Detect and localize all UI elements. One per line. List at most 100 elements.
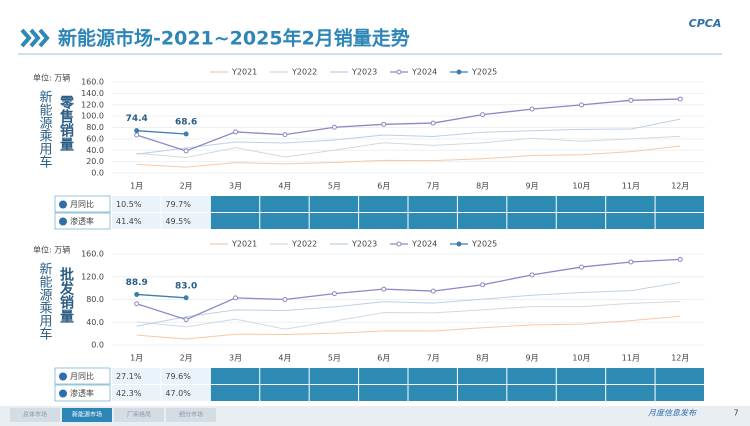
table-cell [161,385,210,401]
table-cell [161,368,210,384]
table-cell [556,196,606,212]
table-cell [457,385,507,401]
table-cell [161,213,210,229]
row-label: 月同比 [70,371,94,381]
row-label-cell [54,384,111,402]
point [381,121,387,127]
footer-tab [62,408,112,422]
x-tick-label: 8月 [476,354,489,363]
footer-tab-label: 厂商格局 [127,411,151,419]
x-tick-label: 6月 [377,182,390,191]
series-line [136,281,681,327]
table-cell [507,196,556,212]
table-cell [260,368,309,384]
table-cell [606,368,655,384]
point [677,256,683,262]
table-cell [655,196,704,212]
x-tick-label: 1月 [130,182,143,191]
y-tick-label: 60.0 [86,134,104,143]
table-value: 27.1% [116,372,142,381]
table-cell [556,368,606,384]
series-line [136,315,681,340]
table-value: 41.4% [116,217,142,226]
table-cell [606,213,655,229]
x-tick-label: 7月 [427,182,440,191]
y-tick-label: 80.0 [86,295,104,304]
table-cell [210,196,260,212]
point [628,259,634,265]
y-tick-label: 120.0 [81,272,104,281]
series-line [136,293,187,299]
point [134,132,140,138]
table-value: 49.5% [165,217,191,226]
x-tick-label: 2月 [180,354,193,363]
footer-tab-label: 总体市场 [23,411,47,419]
table-cell [309,196,359,212]
table-cell [606,385,655,401]
y-tick-label: 100.0 [81,112,104,121]
table-cell [359,196,408,212]
footer-tab-label: 细分市场 [179,411,203,419]
chart-title: 批发销量 [58,266,75,324]
table-cell [359,368,408,384]
table-value: 42.3% [116,389,142,398]
series-line [136,118,681,155]
series-line [136,258,681,321]
table-cell [408,385,457,401]
y-tick-label: 0.0 [91,341,104,350]
point [134,291,140,297]
data-label: 68.6 [175,117,197,127]
logo: CPCA [689,17,722,30]
row-icon [59,372,67,381]
series-line [136,130,187,135]
point [183,131,189,137]
table-cell [309,385,359,401]
point [628,97,634,103]
x-tick-label: 11月 [622,182,640,191]
point [282,297,288,302]
y-tick-label: 140.0 [81,89,104,98]
point [677,96,683,102]
table-cell [112,196,161,212]
row-label: 渗透率 [70,388,94,398]
row-label: 渗透率 [70,216,94,226]
table-cell [457,196,507,212]
x-tick-label: 5月 [328,354,341,363]
x-tick-label: 11月 [622,354,640,363]
legend-label: Y2025 [471,240,497,249]
row-icon [59,200,67,209]
row-label-cell [54,367,111,385]
table-cell [309,368,359,384]
legend-label: Y2023 [351,68,377,77]
legend-label: Y2021 [231,68,257,77]
x-tick-label: 8月 [476,182,489,191]
footer-tab [114,408,164,422]
table-cell [359,385,408,401]
table-cell [161,196,210,212]
table-value: 10.5% [116,200,142,209]
table-value: 47.0% [165,389,191,398]
point [529,106,535,112]
table-cell [507,368,556,384]
point [183,295,189,301]
table-cell [408,196,457,212]
footer-tab [10,408,60,422]
x-tick-label: 5月 [328,182,341,191]
x-tick-label: 3月 [229,354,242,363]
y-tick-label: 0.0 [91,169,104,178]
point [430,288,436,294]
slide-title: 新能源市场-2021~2025年2月销量走势 [58,27,410,50]
point [134,128,140,134]
legend-label: Y2022 [291,68,317,77]
series-line [136,300,681,330]
table-value: 79.6% [165,372,191,381]
table-cell [507,385,556,401]
row-label-cell [54,195,111,213]
x-tick-label: 3月 [229,182,242,191]
table-cell [507,213,556,229]
legend-label: Y2024 [411,68,437,77]
footer-note: 月度信息发布 [648,409,697,418]
table-cell [457,213,507,229]
series-line [136,98,681,152]
